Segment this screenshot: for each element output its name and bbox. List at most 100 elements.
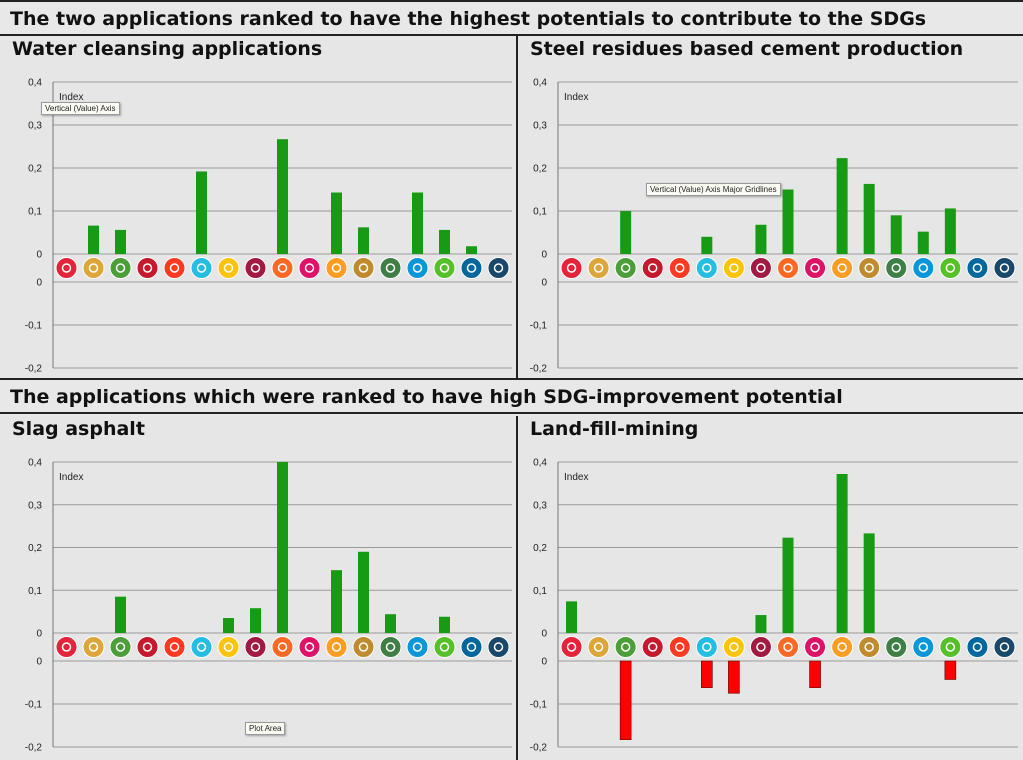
y-axis-label: Index [59,92,83,103]
chart-panel-water-cleansing[interactable]: Water cleansing applications 0,4 0,3 0,2 0,… [0,36,516,378]
reduced-inequality-icon-glyph [810,263,820,273]
life-on-land-icon-disc [433,636,456,658]
chart-panel-land-fill-mining[interactable]: Land-fill-mining 0,4 0,3 0,2 0,1 0 0 -0,1 -0,2 I… [518,416,1023,760]
sustainable-cities-icon-glyph [331,263,342,273]
sustainable-cities-icon [325,257,348,279]
y-tick-label: 0,1 [28,586,42,597]
sustainable-cities-icon-glyph [331,642,342,652]
zero-hunger-icon-glyph [593,263,604,273]
reduced-inequality-icon-glyph [304,642,315,652]
bar-sdg13 [385,614,396,633]
y-tick-label: -0,2 [25,743,43,754]
good-health-icon-disc [109,257,132,279]
chart-svg[interactable]: 0,4 0,3 0,2 0,1 0 0 -0,1 -0,2 Index [0,416,516,760]
peace-justice-icon [966,257,989,279]
zero-hunger-icon [82,636,105,658]
y-tick-label: -0,1 [530,321,548,332]
peace-justice-icon [966,636,989,658]
no-poverty-icon-disc [55,257,78,279]
clean-water-icon-glyph [702,642,712,652]
top-section-title: The two applications ranked to have the … [0,0,1023,36]
no-poverty-icon-glyph [61,263,72,273]
chart-svg[interactable]: 0,4 0,3 0,2 0,1 0 0 -0,1 -0,2 Index [518,36,1023,378]
life-on-land-icon-glyph [439,263,450,273]
clean-water-icon-glyph [196,642,207,652]
chart-panel-slag-asphalt[interactable]: Slag asphalt 0,4 0,3 0,2 0,1 0 0 -0,1 -0,2 Index [0,416,516,760]
peace-justice-icon-disc [460,257,483,279]
sustainable-cities-icon [831,636,854,658]
life-below-water-icon [912,257,935,279]
y-tick-label: 0,2 [28,164,42,175]
industry-innovation-icon [777,636,799,658]
bar-sdg6 [701,236,713,254]
bar-sdg7 [728,660,740,694]
clean-energy-icon-disc [217,636,240,658]
peace-justice-icon-glyph [972,263,983,273]
partnerships-icon-disc [993,636,1016,658]
responsible-consumption-icon-glyph [864,263,874,273]
partnerships-icon-disc [487,257,510,279]
clean-energy-icon [217,257,240,279]
clean-water-icon [695,257,718,279]
no-poverty-icon [560,257,583,279]
peace-justice-icon [460,257,483,279]
y-tick-label: 0,4 [28,458,42,469]
bar-sdg3 [115,596,126,633]
decent-work-icon [244,636,267,658]
climate-action-icon-glyph [385,642,396,652]
quality-education-icon [641,636,664,658]
chart-svg[interactable]: 0,4 0,3 0,2 0,1 0 0 -0,1 -0,2 Index [0,36,516,378]
life-below-water-icon [912,636,935,658]
good-health-icon-glyph [115,642,126,652]
y-tick-label: -0,2 [25,364,43,375]
responsible-consumption-icon-disc [858,636,881,658]
bar-sdg12 [863,183,875,254]
bar-sdg12 [358,227,369,254]
chart-panel-steel-cement[interactable]: Steel residues based cement production 0… [518,36,1023,378]
clean-energy-icon-disc [722,257,745,279]
sustainable-cities-icon-disc [325,257,348,279]
partnerships-icon [487,636,510,658]
life-on-land-icon-disc [939,257,962,279]
y-tick-label: -0,2 [530,364,548,375]
bar-sdg15 [944,208,956,254]
bar-sdg14 [412,192,423,254]
no-poverty-icon-glyph [566,642,577,652]
zero-hunger-icon [82,257,105,279]
life-below-water-icon-glyph [412,642,423,652]
life-on-land-icon-glyph [439,642,450,652]
bar-sdg3 [115,229,126,254]
clean-water-icon-disc [695,636,718,658]
partnerships-icon [487,257,510,279]
good-health-icon-disc [109,636,132,658]
chart-title: Land-fill-mining [530,418,699,440]
plot-area-tooltip: Plot Area [245,722,286,735]
reduced-inequality-icon [804,257,827,279]
bar-sdg2 [88,225,99,254]
chart-title: Slag asphalt [12,418,145,440]
gender-equality-icon-glyph [675,263,685,273]
chart-svg[interactable]: 0,4 0,3 0,2 0,1 0 0 -0,1 -0,2 Index [518,416,1023,760]
clean-water-icon-disc [190,636,213,658]
bar-sdg11 [331,570,342,633]
bar-sdg6 [196,171,207,254]
climate-action-icon-glyph [891,263,901,273]
bar-sdg3 [620,211,632,254]
climate-action-icon [885,257,908,279]
peace-justice-icon-glyph [466,642,477,652]
decent-work-icon-glyph [250,642,261,652]
zero-hunger-icon-glyph [88,263,99,273]
partnerships-icon-glyph [493,263,504,273]
bar-sdg8 [755,615,767,633]
bar-sdg14 [917,231,929,254]
life-on-land-icon-disc [433,257,456,279]
responsible-consumption-icon [858,257,881,279]
chart-title: Water cleansing applications [12,38,323,60]
bar-sdg13 [890,215,902,254]
y-tick-label: 0 [36,629,42,640]
zero-hunger-icon-disc [587,636,610,658]
climate-action-icon [379,636,402,658]
reduced-inequality-icon [298,257,321,279]
no-poverty-icon [55,636,78,658]
clean-water-icon-glyph [196,263,207,273]
